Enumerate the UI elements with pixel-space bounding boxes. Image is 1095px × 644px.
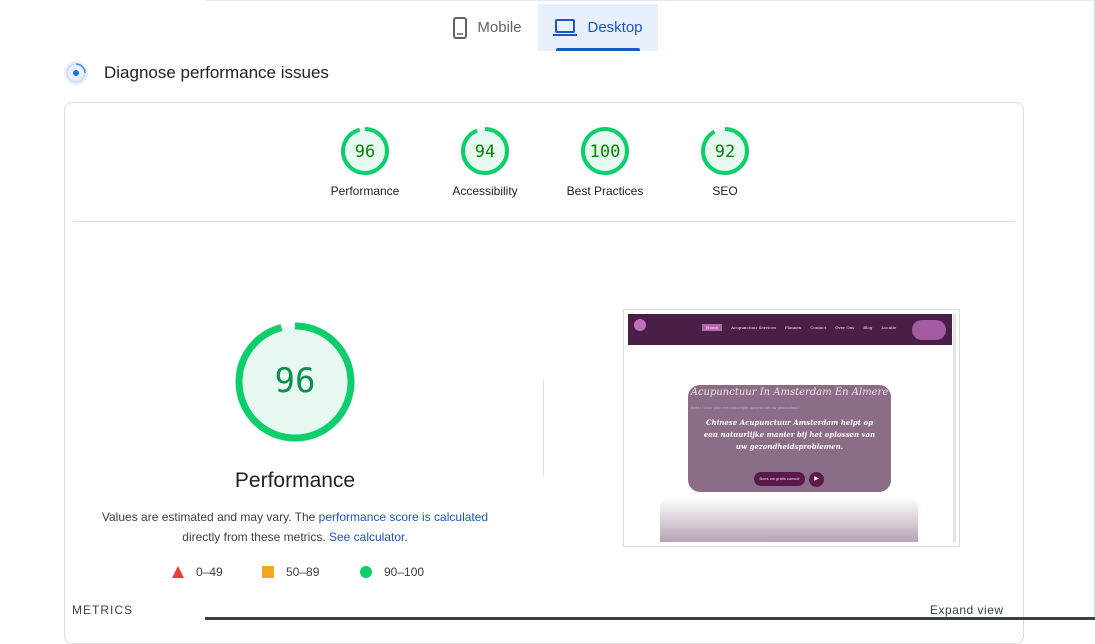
score-best-practices[interactable]: 100 Best Practices — [555, 126, 655, 198]
svg-text:100: 100 — [590, 142, 621, 162]
svg-text:96: 96 — [275, 361, 316, 401]
score-gauge-best-practices: 100 — [581, 127, 629, 175]
score-calculated-link[interactable]: performance score is calculated — [318, 510, 489, 524]
section-title: Diagnose performance issues — [104, 63, 329, 82]
tab-mobile[interactable]: Mobile — [437, 4, 538, 51]
score-label: SEO — [712, 184, 738, 198]
performance-gauge: 96 — [235, 322, 355, 442]
tab-desktop[interactable]: Desktop — [538, 4, 658, 51]
page-screenshot[interactable]: Home Acupunctuur Services Plannen Contac… — [623, 309, 960, 547]
tab-desktop-label: Desktop — [587, 19, 643, 36]
top-divider — [205, 0, 1095, 1]
score-description: Values are estimated and may vary. The p… — [101, 510, 489, 544]
triangle-icon — [172, 566, 184, 578]
performance-title: Performance — [234, 469, 356, 492]
score-seo[interactable]: 92 SEO — [675, 126, 775, 198]
score-label: Best Practices — [566, 184, 644, 198]
phone-icon — [453, 16, 468, 39]
score-accessibility[interactable]: 94 Accessibility — [435, 126, 535, 198]
score-label: Accessibility — [452, 184, 518, 198]
svg-text:96: 96 — [355, 142, 375, 162]
screenshot-scrollbar — [953, 314, 956, 542]
legend-average: 50–89 — [262, 565, 319, 579]
legend-fail: 0–49 — [172, 565, 223, 579]
score-divider — [73, 221, 1015, 222]
screenshot-nav-items: Home Acupunctuur Services Plannen Contac… — [702, 324, 896, 331]
metrics-heading: METRICS — [72, 603, 133, 617]
vertical-divider — [543, 380, 544, 476]
expand-view-button[interactable]: Expand view — [930, 603, 1004, 617]
screenshot-nav: Home Acupunctuur Services Plannen Contac… — [628, 314, 952, 345]
score-gauge-accessibility: 94 — [461, 127, 509, 175]
svg-text:92: 92 — [715, 142, 735, 162]
screenshot-section — [660, 497, 918, 542]
screenshot-book-button — [912, 320, 946, 340]
play-icon: ▶ — [809, 472, 824, 487]
score-gauge-performance: 96 — [341, 127, 389, 175]
laptop-icon — [553, 18, 578, 36]
bottom-bar — [205, 617, 1095, 620]
svg-text:94: 94 — [475, 142, 495, 162]
score-gauge-seo: 92 — [701, 127, 749, 175]
gauge-icon — [64, 61, 88, 85]
legend-pass: 90–100 — [360, 565, 424, 579]
see-calculator-link[interactable]: See calculator — [328, 530, 405, 544]
tab-mobile-label: Mobile — [477, 19, 522, 36]
score-performance[interactable]: 96 Performance — [315, 126, 415, 198]
flower-logo-icon — [634, 319, 646, 331]
screenshot-hero: Acupunctuur In Amsterdam En Almere Bent … — [688, 385, 891, 492]
circle-icon — [360, 566, 372, 578]
tab-active-indicator — [556, 48, 640, 51]
square-icon — [262, 566, 274, 578]
score-label: Performance — [330, 184, 400, 198]
